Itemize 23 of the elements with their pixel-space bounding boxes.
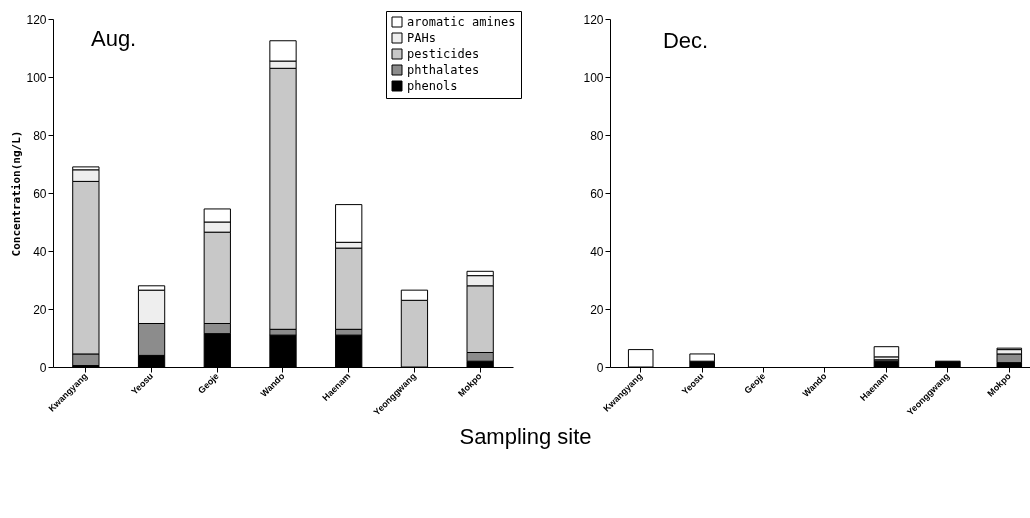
y-tick-label: 120 <box>26 12 47 27</box>
y-tick-label: 0 <box>39 360 47 375</box>
legend-label: aromatic amines <box>407 15 516 29</box>
chart-title: Dec. <box>662 28 709 53</box>
y-tick-label: 0 <box>596 360 604 375</box>
y-tick-label: 60 <box>590 186 604 201</box>
y-tick-label: 20 <box>33 302 47 317</box>
y-tick-label: 100 <box>26 70 47 85</box>
legend-label: phenols <box>407 79 458 93</box>
y-tick-label: 120 <box>583 12 604 27</box>
y-tick-label: 60 <box>33 186 47 201</box>
y-tick-label: 100 <box>583 70 604 85</box>
legend-label: phthalates <box>407 63 480 77</box>
y-tick-label: 40 <box>33 244 47 259</box>
y-tick-label: 80 <box>590 128 604 143</box>
y-tick-label: 20 <box>590 302 604 317</box>
x-axis-title: Sampling site <box>459 423 592 449</box>
legend-label: PAHs <box>407 31 436 45</box>
y-axis-title: Concentration(ng/L) <box>10 130 24 257</box>
chart-title: Aug. <box>90 25 137 51</box>
legend-label: pesticides <box>407 47 480 61</box>
y-tick-label: 80 <box>33 128 47 143</box>
y-tick-label: 40 <box>590 244 604 259</box>
